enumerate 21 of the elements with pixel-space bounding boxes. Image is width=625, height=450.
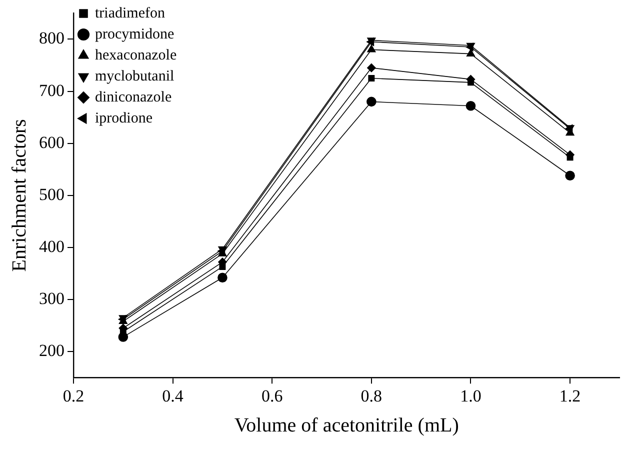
y-tick-label: 500 [39, 184, 64, 204]
legend-label: triadimefon [95, 5, 166, 22]
legend-label: iprodione [95, 110, 153, 126]
y-axis-title: Enrichment factors [8, 118, 30, 272]
x-tick-label: 0.6 [261, 386, 283, 406]
x-tick-label: 1.2 [559, 386, 581, 406]
y-tick-label: 400 [39, 236, 64, 256]
y-tick-label: 700 [39, 80, 64, 100]
x-tick-label: 0.8 [360, 386, 382, 406]
x-tick-label: 1.0 [460, 386, 482, 406]
y-tick-label: 300 [39, 288, 64, 308]
y-tick-label: 600 [39, 132, 64, 152]
x-tick-label: 0.2 [62, 386, 84, 406]
legend-label: diniconazole [95, 89, 172, 106]
legend-label: myclobutanil [95, 68, 174, 84]
y-tick-label: 200 [39, 341, 64, 360]
y-tick-label: 800 [39, 28, 64, 48]
x-tick-label: 0.4 [162, 386, 184, 406]
x-axis-title: Volume of acetonitrile (mL) [234, 414, 459, 436]
legend-label: hexaconazole [95, 47, 177, 64]
legend-label: procymidone [95, 26, 174, 42]
